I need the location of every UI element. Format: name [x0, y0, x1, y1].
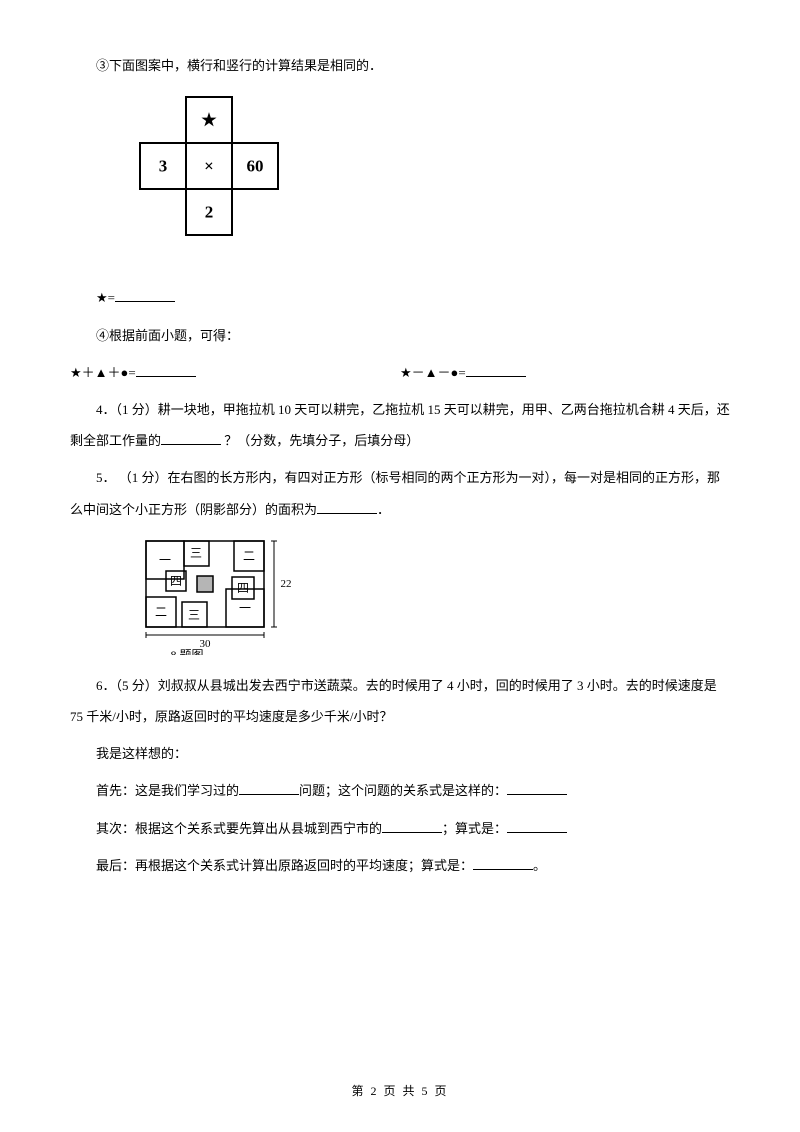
- svg-text:一: 一: [239, 601, 251, 615]
- page-footer: 第 2 页 共 5 页: [0, 1077, 800, 1106]
- svg-text:2: 2: [205, 203, 214, 222]
- q3-intro: ③下面图案中，横行和竖行的计算结果是相同的．: [70, 50, 730, 81]
- q6-l1b: 问题；这个问题的关系式是这样的：: [299, 783, 507, 798]
- blank-eq-right[interactable]: [466, 364, 526, 377]
- svg-text:×: ×: [204, 157, 214, 176]
- q6-l3: 最后：再根据这个关系式计算出原路返回时的平均速度；算式是： 。: [70, 850, 730, 881]
- q6-l2b: ；算式是：: [442, 821, 507, 836]
- svg-text:3: 3: [159, 157, 168, 176]
- svg-text:22: 22: [281, 578, 292, 590]
- q6-l2a: 其次：根据这个关系式要先算出从县城到西宁市的: [96, 821, 382, 836]
- svg-text:三: 三: [190, 546, 202, 560]
- svg-text:8 题图: 8 题图: [170, 648, 203, 655]
- q6-l3a: 最后：再根据这个关系式计算出原路返回时的平均速度；算式是：: [96, 858, 473, 873]
- blank-q4[interactable]: [161, 432, 221, 445]
- q6-l3b: 。: [533, 858, 546, 873]
- q6-l2: 其次：根据这个关系式要先算出从县城到西宁市的 ；算式是：: [70, 813, 730, 844]
- blank-q6-4[interactable]: [507, 820, 567, 833]
- svg-text:★: ★: [201, 111, 217, 130]
- blank-q6-5[interactable]: [473, 857, 533, 870]
- q6-text: 6．（5 分）刘叔叔从县城出发去西宁市送蔬菜。去的时候用了 4 小时，回的时候用…: [70, 670, 730, 732]
- blank-q6-2[interactable]: [507, 782, 567, 795]
- svg-text:三: 三: [188, 608, 200, 622]
- q4-text: 4．（1 分）耕一块地，甲拖拉机 10 天可以耕完，乙拖拉机 15 天可以耕完，…: [70, 394, 730, 456]
- q3-derive: ④根据前面小题，可得：: [70, 320, 730, 351]
- svg-text:60: 60: [247, 157, 264, 176]
- svg-text:一: 一: [159, 553, 171, 567]
- blank-q6-3[interactable]: [382, 820, 442, 833]
- q5-text: 5． （1 分）在右图的长方形内，有四对正方形（标号相同的两个正方形为一对），每…: [70, 462, 730, 524]
- blank-star[interactable]: [115, 289, 175, 302]
- q6-think: 我是这样想的：: [70, 738, 730, 769]
- q5-body: 5． （1 分）在右图的长方形内，有四对正方形（标号相同的两个正方形为一对），每…: [70, 470, 720, 516]
- eq-right-label: ★－▲－●=: [400, 365, 466, 380]
- q6-l1a: 首先：这是我们学习过的: [96, 783, 239, 798]
- blank-q6-1[interactable]: [239, 782, 299, 795]
- svg-text:四: 四: [237, 581, 249, 595]
- square-figure: 一三二四四二三一30228 题图: [140, 535, 730, 666]
- star-equals: ★=: [96, 290, 115, 305]
- eq-row: ★＋▲＋●= ★－▲－●=: [70, 357, 730, 388]
- svg-text:四: 四: [170, 574, 182, 588]
- blank-eq-left[interactable]: [136, 364, 196, 377]
- blank-q5[interactable]: [317, 501, 377, 514]
- q6-l1: 首先：这是我们学习过的 问题；这个问题的关系式是这样的：: [70, 775, 730, 806]
- q3-star-line: ★=: [70, 282, 730, 313]
- q4-tail: ？（分数，先填分子，后填分母）: [221, 433, 419, 448]
- eq-left-label: ★＋▲＋●=: [70, 365, 136, 380]
- svg-text:二: 二: [155, 605, 167, 619]
- cross-figure: ★ 3 × 60 2: [130, 91, 730, 272]
- q5-tail: ．: [377, 502, 390, 517]
- svg-text:二: 二: [243, 549, 255, 563]
